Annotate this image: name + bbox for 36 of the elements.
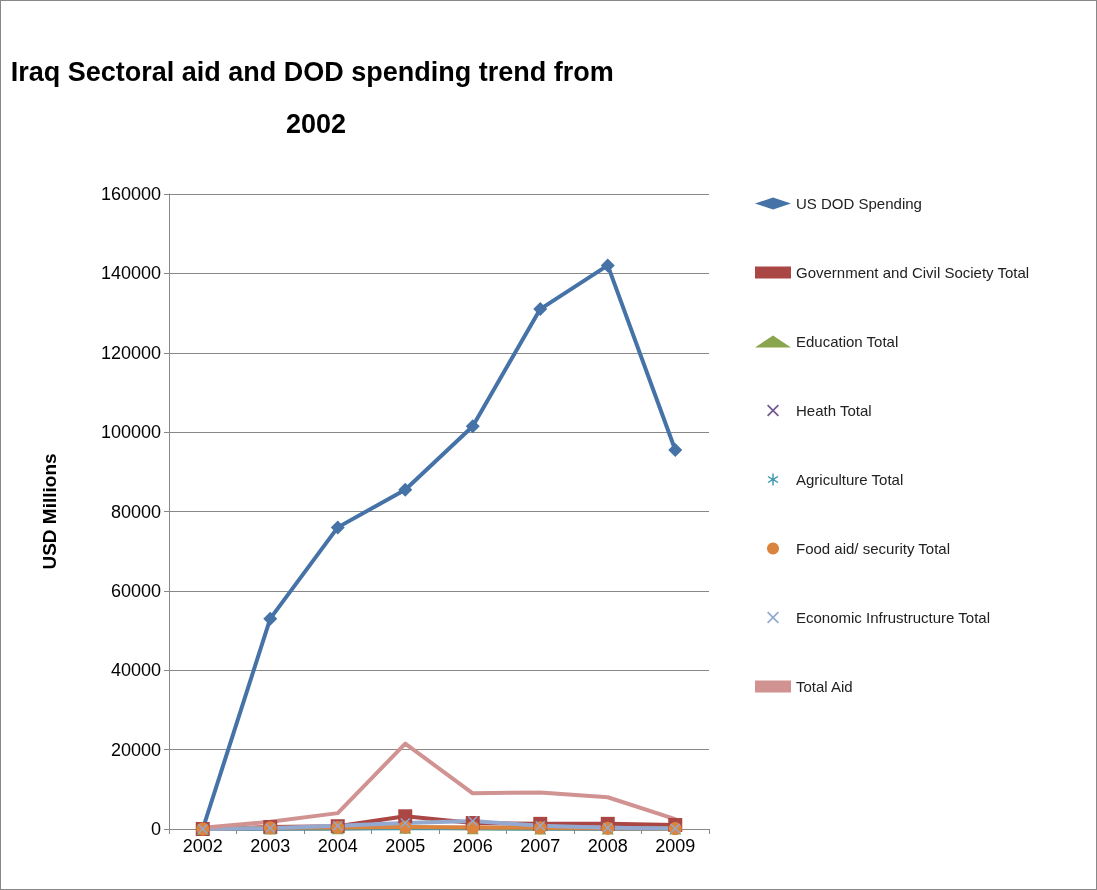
x-tick-label: 2008 [587,836,628,856]
y-tick-label: 120000 [100,342,161,363]
x-tick-label: 2002 [182,836,223,856]
x-tick-label: 2009 [655,836,696,856]
y-tick-label: 20000 [110,739,161,760]
legend-label: Government and Civil Society Total [796,264,1030,281]
point [533,302,548,317]
y-tick-label: 40000 [110,660,161,681]
point [465,419,480,434]
point [398,482,413,497]
point [467,816,478,827]
legend-label: Agriculture Total [796,471,904,488]
chart-title: Iraq Sectoral aid and DOD spending trend from 2002 [10,57,622,139]
x-tick-label: 2004 [317,836,358,856]
y-axis-title: USD Millions [39,453,60,570]
y-tick-label: 160000 [100,184,161,204]
legend-label: US DOD Spending [796,195,922,212]
point [263,611,278,626]
x-tick-label: 2006 [452,836,493,856]
legend-label: Total Aid [796,678,853,695]
y-tick-label: 140000 [100,263,161,284]
x-tick-label: 2003 [250,836,291,856]
point [600,258,615,273]
point [668,442,683,457]
y-tick-label: 80000 [110,501,161,522]
x-tick-label: 2007 [520,836,561,856]
point [400,818,411,829]
legend-label: Food aid/ security Total [796,540,950,557]
y-tick-label: 60000 [110,580,161,601]
x-tick-label: 2005 [385,836,426,856]
legend-label: Heath Total [796,402,872,419]
legend-label: Economic Infrustructure Total [796,609,990,626]
y-tick-label: 100000 [100,422,161,443]
point [330,520,345,535]
y-tick-label: 0 [150,819,161,839]
legend-label: Education Total [796,333,899,350]
